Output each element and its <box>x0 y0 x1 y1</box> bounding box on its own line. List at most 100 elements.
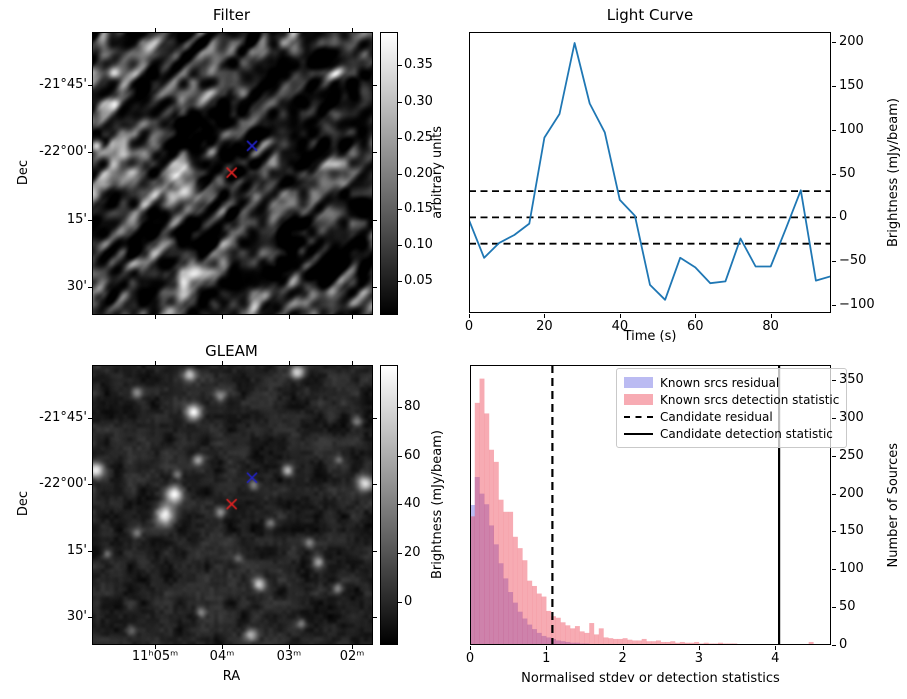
histogram-plot <box>470 365 831 645</box>
colorbar-tick <box>398 138 402 140</box>
y-tick <box>88 417 92 419</box>
x-tick <box>222 315 223 319</box>
gleam-ylabel-box: Dec <box>14 365 32 643</box>
colorbar-tick-label: 80 <box>404 398 421 414</box>
x-tick <box>352 361 354 365</box>
y-tick-label: −100 <box>839 297 875 313</box>
y-tick-label: 150 <box>839 77 864 93</box>
x-tick-label: 0 <box>465 651 475 666</box>
y-tick <box>373 617 377 619</box>
filter-colorbar <box>380 32 398 315</box>
y-tick <box>832 417 836 419</box>
y-tick <box>832 493 836 495</box>
x-tick-label: 20 <box>536 319 553 334</box>
legend-swatch-dashed-line <box>624 415 653 418</box>
light-curve-title: Light Curve <box>606 6 694 24</box>
y-tick-label: 50 <box>839 165 856 181</box>
x-tick-label: 11ʰ05ᵐ <box>131 649 179 664</box>
y-tick-label: 200 <box>839 34 864 50</box>
detection-statistic-histogram <box>470 378 814 645</box>
light-curve-plot <box>469 32 831 313</box>
colorbar-tick <box>398 455 402 457</box>
colorbar-tick <box>398 244 402 246</box>
y-tick <box>88 219 92 221</box>
gleam-ylabel: Dec <box>15 491 31 517</box>
colorbar-tick-label: 0.20 <box>404 166 433 182</box>
y-tick-label: -21°45' <box>39 409 87 425</box>
x-tick <box>352 645 354 649</box>
y-tick-label: 100 <box>839 561 864 577</box>
x-tick <box>695 314 697 318</box>
y-tick-label: 30' <box>66 279 87 294</box>
colorbar-tick-label: 0.15 <box>404 201 433 217</box>
x-tick-label: 80 <box>762 319 779 334</box>
x-tick <box>622 646 624 650</box>
light-curve-xlabel: Time (s) <box>623 329 677 344</box>
x-tick-label: 1 <box>542 651 551 666</box>
y-tick-label: 50 <box>839 599 856 615</box>
y-tick <box>88 85 92 87</box>
histogram-legend: Known srcs residual Known srcs detection… <box>616 368 847 448</box>
legend-item-candidate-residual: Candidate residual <box>624 408 839 425</box>
x-tick-label: 2 <box>618 651 627 666</box>
y-tick <box>373 550 377 552</box>
colorbar-tick-label: 0.05 <box>404 272 433 288</box>
residual-histogram <box>470 477 604 645</box>
colorbar-tick-label: 20 <box>404 545 421 561</box>
y-tick-label: 0 <box>839 637 848 652</box>
x-tick <box>470 646 471 650</box>
colorbar-tick-label: 40 <box>404 496 421 512</box>
y-tick <box>373 152 377 154</box>
y-tick <box>373 417 377 419</box>
x-tick-label: 3 <box>694 651 704 666</box>
plot-border <box>470 365 831 645</box>
gleam-image <box>92 365 373 645</box>
y-tick <box>88 550 92 552</box>
y-tick-label: 200 <box>839 485 864 501</box>
y-tick <box>88 287 92 288</box>
light-curve-line <box>469 42 831 301</box>
legend-item-known-srcs-residual: Known srcs residual <box>624 374 839 391</box>
colorbar-tick <box>398 602 402 604</box>
y-tick-label: 0 <box>839 209 848 225</box>
colorbar-tick <box>398 102 402 104</box>
x-tick <box>222 361 223 365</box>
colorbar-tick <box>398 64 402 66</box>
y-tick <box>832 569 836 571</box>
light-curve-ylabel: Brightness (mJy/beam) <box>885 98 901 247</box>
gleam-xlabel: RA <box>222 669 241 684</box>
legend-item-candidate-detection: Candidate detection statistic <box>624 425 839 442</box>
colorbar-tick <box>398 504 402 506</box>
x-tick <box>698 646 700 650</box>
x-tick <box>775 646 777 650</box>
y-tick <box>832 173 836 175</box>
plot-border <box>469 32 831 313</box>
colorbar-tick-label: 0 <box>404 594 413 610</box>
y-tick <box>832 217 836 219</box>
colorbar-tick <box>398 209 402 211</box>
filter-ylabel-box: Dec <box>14 32 32 313</box>
x-tick <box>222 28 223 32</box>
y-tick-label: -22°00' <box>39 144 87 160</box>
x-tick <box>222 645 223 649</box>
legend-label: Candidate residual <box>660 409 773 424</box>
x-tick <box>352 28 354 32</box>
legend-swatch-pink-patch <box>624 394 653 405</box>
x-tick <box>288 315 290 319</box>
y-tick-label: 250 <box>839 447 864 463</box>
x-tick-label: 04ᵐ <box>209 649 235 664</box>
legend-item-known-srcs-detection: Known srcs detection statistic <box>624 391 839 408</box>
x-tick <box>544 314 546 318</box>
filter-image <box>92 32 373 315</box>
y-tick <box>832 531 836 533</box>
y-tick-label: 100 <box>839 121 864 137</box>
gleam-colorbar <box>380 365 398 645</box>
y-tick <box>832 261 836 263</box>
y-tick-label: 150 <box>839 523 864 539</box>
x-tick <box>288 645 290 649</box>
x-tick <box>770 314 772 318</box>
x-tick <box>155 361 157 365</box>
x-tick-label: 60 <box>686 319 704 334</box>
y-tick <box>832 607 836 609</box>
